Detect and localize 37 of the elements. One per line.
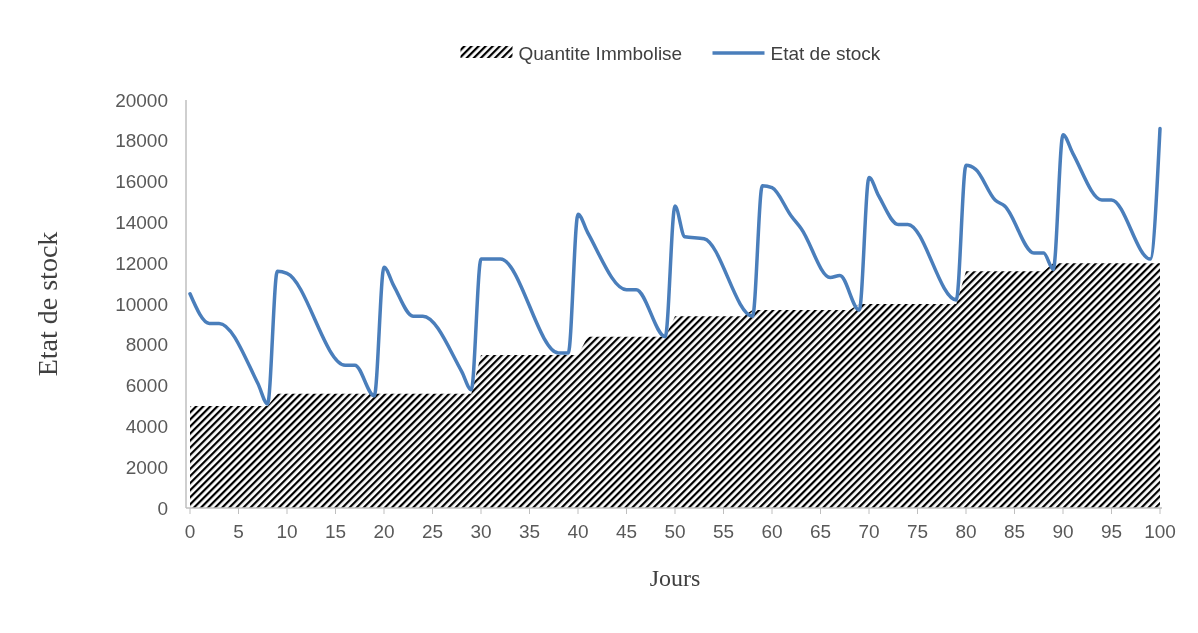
x-tick-label: 0	[184, 521, 196, 542]
x-tick-label: 75	[906, 521, 929, 542]
y-tick-label: 12000	[115, 252, 168, 274]
x-tick-label: 85	[1003, 521, 1026, 542]
y-tick-label: 16000	[115, 171, 168, 193]
x-tick-label: 30	[470, 521, 492, 542]
x-axis-title: Jours	[649, 565, 701, 591]
legend-label: Etat de stock	[770, 42, 881, 64]
y-tick-label: 0	[157, 497, 168, 519]
x-tick-label: 90	[1052, 521, 1074, 542]
x-tick-label: 100	[1144, 521, 1176, 542]
x-tick-label: 15	[324, 521, 347, 542]
x-tick-label: 5	[233, 521, 244, 542]
x-tick-label: 55	[712, 521, 735, 542]
legend-label: Quantite Immbolise	[518, 42, 683, 64]
x-tick-label: 80	[955, 521, 977, 542]
y-tick-label: 6000	[125, 375, 168, 397]
y-tick-label: 10000	[115, 293, 168, 315]
x-tick-label: 50	[664, 521, 686, 542]
x-tick-label: 25	[421, 521, 444, 542]
y-tick-label: 20000	[115, 89, 168, 111]
x-tick-label: 65	[809, 521, 832, 542]
x-tick-label: 10	[276, 521, 298, 542]
y-axis-title: Etat de stock	[32, 231, 63, 377]
x-tick-label: 70	[858, 521, 880, 542]
x-tick-label: 35	[518, 521, 541, 542]
y-tick-label: 4000	[125, 416, 168, 438]
x-tick-label: 45	[615, 521, 638, 542]
y-tick-label: 18000	[115, 130, 168, 152]
y-tick-label: 14000	[115, 212, 168, 234]
line-series	[188, 126, 1162, 406]
x-tick-label: 60	[761, 521, 783, 542]
y-tick-label: 8000	[125, 334, 168, 356]
x-tick-label: 95	[1100, 521, 1123, 542]
x-tick-label: 40	[567, 521, 589, 542]
x-tick-label: 20	[373, 521, 395, 542]
y-tick-label: 2000	[125, 456, 168, 478]
